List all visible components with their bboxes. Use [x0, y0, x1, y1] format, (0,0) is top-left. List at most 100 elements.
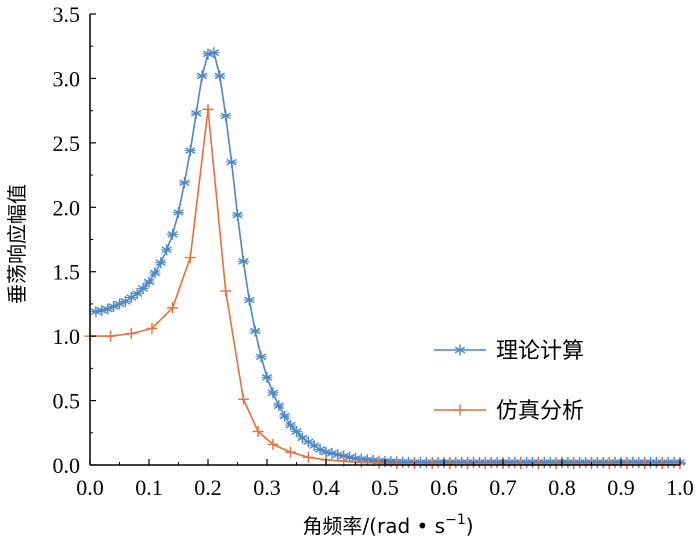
- data-point: [146, 322, 158, 334]
- x-tick-label: 0.7: [489, 475, 517, 500]
- data-point: [232, 209, 243, 221]
- data-point: [167, 228, 179, 240]
- x-axis-title-close: ): [466, 514, 474, 538]
- y-axis-title: 垂荡响应幅值: [5, 184, 29, 304]
- legend-marker-theory: [454, 344, 466, 356]
- data-point: [249, 325, 261, 337]
- data-point: [102, 303, 114, 315]
- legend-marker-simulation: [454, 404, 466, 416]
- y-tick-label: 1.0: [53, 324, 81, 349]
- data-point: [226, 156, 238, 168]
- x-ticks: 0.0 0.1 0.2 0.3 0.4 0.5 0.6 0.7 0.8 0.9 1.0: [76, 459, 694, 500]
- data-point: [267, 387, 279, 399]
- x-tick-label: 0.9: [607, 475, 635, 500]
- data-point: [137, 282, 149, 294]
- data-point: [621, 458, 633, 470]
- data-point: [105, 330, 117, 342]
- x-axis-title: 角频率/(rad • s−1): [302, 512, 473, 538]
- series-line: [90, 108, 680, 465]
- data-point: [639, 458, 651, 470]
- y-tick-label: 1.5: [53, 260, 81, 285]
- legend: 理论计算 仿真分析: [434, 339, 584, 424]
- x-tick-label: 0.5: [371, 475, 399, 500]
- data-point: [173, 206, 184, 218]
- x-tick-label: 0.3: [253, 475, 281, 500]
- data-point: [237, 255, 249, 267]
- data-point: [515, 458, 527, 470]
- x-tick-label: 0.1: [135, 475, 163, 500]
- y-tick-label: 3.0: [53, 66, 81, 91]
- data-point: [267, 438, 279, 450]
- data-point: [220, 110, 232, 122]
- x-tick-label: 0.2: [194, 475, 222, 500]
- series-layer: [84, 47, 686, 470]
- data-point: [444, 458, 456, 470]
- data-point: [314, 444, 326, 456]
- data-point: [96, 304, 108, 316]
- data-point: [291, 425, 302, 437]
- y-tick-label: 0.0: [53, 453, 81, 478]
- data-point: [273, 400, 285, 412]
- x-tick-label: 0.4: [312, 475, 340, 500]
- data-point: [167, 302, 179, 314]
- data-point: [391, 458, 403, 470]
- data-point: [656, 458, 668, 470]
- data-point: [155, 257, 167, 269]
- data-point: [279, 410, 291, 422]
- data-point: [202, 103, 214, 115]
- data-point: [196, 70, 208, 82]
- data-point: [355, 456, 367, 468]
- data-point: [161, 244, 173, 256]
- data-point: [302, 451, 314, 463]
- data-point: [108, 301, 120, 313]
- data-point: [184, 145, 196, 157]
- legend-item-simulation: 仿真分析: [434, 399, 584, 424]
- data-point: [285, 446, 297, 458]
- y-ticks: 0.0 0.5 1.0 1.5 2.0 2.5 3.0 3.5: [53, 2, 96, 478]
- y-tick-label: 0.5: [53, 389, 81, 414]
- legend-label-theory: 理论计算: [496, 339, 584, 364]
- series-theory: [90, 47, 686, 468]
- data-point: [243, 294, 255, 306]
- x-tick-label: 0.6: [430, 475, 458, 500]
- plot-area: 0.0 0.1 0.2 0.3 0.4 0.5 0.6 0.7 0.8 0.9 1.0 0.0 0.5…: [53, 2, 694, 500]
- data-point: [190, 107, 202, 119]
- data-point: [252, 425, 264, 437]
- data-point: [373, 457, 385, 469]
- y-tick-label: 3.5: [53, 2, 81, 27]
- data-point: [114, 298, 125, 310]
- legend-label-simulation: 仿真分析: [496, 399, 584, 424]
- x-tick-label: 0.8: [548, 475, 576, 500]
- legend-item-theory: 理论计算: [434, 339, 584, 364]
- x-axis-title-superscript: −1: [445, 512, 466, 528]
- data-point: [285, 419, 297, 431]
- legend-marker-glyph: [454, 404, 466, 416]
- data-point: [125, 328, 137, 340]
- data-point: [178, 177, 190, 189]
- data-point: [479, 458, 491, 470]
- data-point: [261, 371, 273, 383]
- data-point: [550, 458, 562, 470]
- x-tick-label: 1.0: [666, 475, 694, 500]
- data-point: [532, 458, 544, 470]
- data-point: [568, 458, 580, 470]
- data-point: [603, 458, 615, 470]
- data-point: [214, 70, 226, 82]
- data-point: [426, 458, 438, 470]
- legend-marker-glyph: [454, 344, 466, 356]
- y-tick-label: 2.0: [53, 195, 81, 220]
- data-point: [208, 47, 220, 59]
- data-point: [131, 288, 143, 300]
- data-point: [237, 393, 249, 405]
- series-simulation: [84, 103, 686, 470]
- data-point: [462, 458, 474, 470]
- data-point: [255, 351, 267, 363]
- series-line: [95, 51, 680, 464]
- data-point: [149, 267, 161, 279]
- data-point: [220, 285, 232, 297]
- y-tick-label: 2.5: [53, 131, 81, 156]
- x-tick-label: 0.0: [76, 475, 104, 500]
- data-point: [184, 252, 196, 264]
- data-point: [143, 276, 155, 288]
